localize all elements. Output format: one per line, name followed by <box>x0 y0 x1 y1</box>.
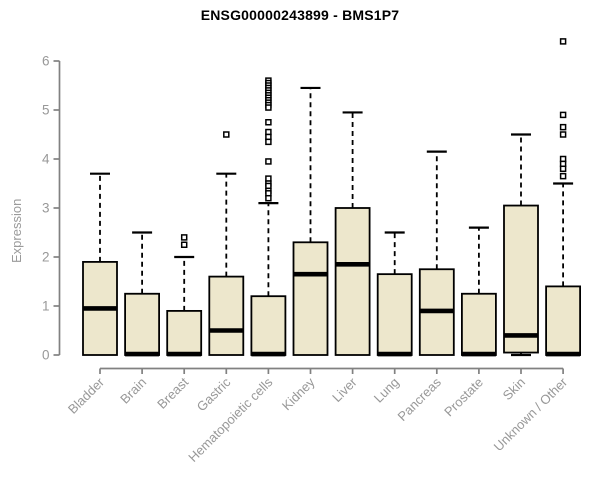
outlier-point <box>559 131 567 138</box>
x-axis-label-unknown-other: Unknown / Other <box>491 374 571 454</box>
iqr-box <box>250 295 287 356</box>
iqr-box <box>334 207 371 356</box>
outlier-point <box>265 119 272 126</box>
outlier-point <box>559 111 567 119</box>
box-group-gastric <box>208 131 245 356</box>
box-group-kidney <box>292 86 329 356</box>
x-axis-label-gastric: Gastric <box>194 374 234 414</box>
y-axis-tick-label: 6 <box>42 54 50 69</box>
outlier-point <box>265 158 272 165</box>
x-axis-label-brain: Brain <box>117 375 149 407</box>
box-group-liver <box>334 111 371 356</box>
iqr-box <box>503 204 539 354</box>
outlier-point <box>265 104 272 111</box>
outlier-point <box>559 165 567 173</box>
x-axis-label-breast: Breast <box>154 374 191 411</box>
x-axis-label-bladder: Bladder <box>65 374 108 417</box>
y-axis-tick-label: 3 <box>42 201 50 216</box>
x-axis-label-pancreas: Pancreas <box>394 374 444 424</box>
outlier-point <box>559 38 567 45</box>
outlier-point <box>265 194 272 202</box>
iqr-box <box>124 292 160 356</box>
x-axis-label-kidney: Kidney <box>279 374 318 413</box>
x-axis-label-skin: Skin <box>500 375 528 403</box>
box-group-bladder <box>82 172 118 356</box>
iqr-box <box>376 273 413 356</box>
iqr-box <box>166 309 203 356</box>
box-group-prostate <box>460 226 497 357</box>
box-group-breast <box>166 234 203 357</box>
outlier-point <box>265 138 272 146</box>
x-axis-label-lung: Lung <box>371 375 402 406</box>
y-axis-tick-label: 4 <box>42 152 50 167</box>
iqr-box <box>208 275 245 356</box>
outlier-point <box>180 234 188 241</box>
y-axis-tick-label: 2 <box>42 250 50 265</box>
x-axis-label-liver: Liver <box>329 374 360 405</box>
iqr-box <box>292 241 329 356</box>
box-group-hematopoietic-cells <box>250 77 287 357</box>
y-axis-tick-label: 5 <box>42 103 50 118</box>
x-axis-label-prostate: Prostate <box>441 375 486 420</box>
box-group-skin <box>503 133 539 357</box>
iqr-box <box>545 285 581 356</box>
outlier-point <box>223 131 230 138</box>
box-group-unknown-other <box>545 38 581 357</box>
y-axis: 0 1 2 3 4 5 6 <box>42 54 61 363</box>
box-group-pancreas <box>418 150 455 356</box>
outlier-point <box>559 123 567 131</box>
iqr-box <box>460 292 497 356</box>
y-axis-tick-label: 0 <box>42 348 50 363</box>
chart-title: ENSG00000243899 - BMS1P7 <box>200 7 400 23</box>
y-axis-tick-label: 1 <box>42 299 50 314</box>
box-group-lung <box>376 231 413 357</box>
outlier-point <box>180 241 188 248</box>
box-group-brain <box>124 231 160 357</box>
outlier-point <box>559 172 567 180</box>
